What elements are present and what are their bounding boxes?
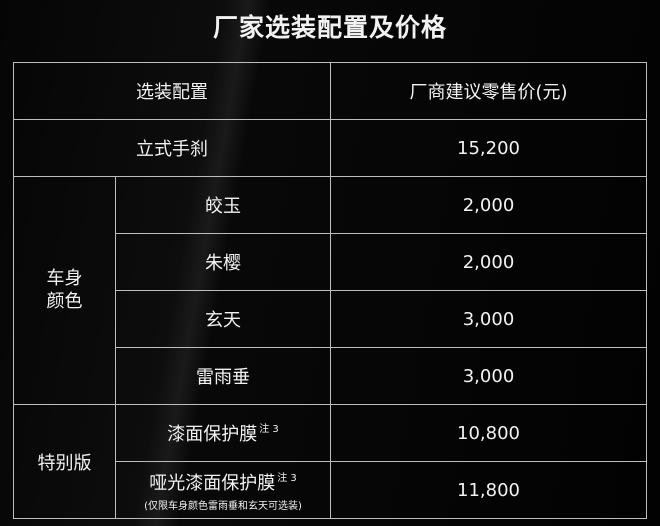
table-row: 朱樱 2,000 (14, 233, 647, 291)
option-label: 雷雨垂 (115, 347, 331, 405)
footnote-ref: 注 3 (259, 424, 279, 435)
table-row: 雷雨垂 3,000 (14, 347, 647, 405)
option-label: 立式手刹 (13, 119, 331, 177)
table-row: 玄天 3,000 (14, 290, 647, 348)
option-label: 哑光漆面保护膜 (149, 472, 276, 494)
table-header-row: 选装配置 厂商建议零售价(元) (13, 62, 647, 120)
option-price: 3,000 (330, 290, 647, 348)
option-label: 皎玉 (115, 176, 331, 234)
option-price: 2,000 (330, 176, 647, 234)
option-price: 3,000 (330, 347, 647, 405)
option-price: 10,800 (330, 404, 647, 462)
option-price: 15,200 (330, 119, 647, 177)
options-price-table: 选装配置 厂商建议零售价(元) 立式手刹 15,200 车身 颜色 皎玉 2,0… (13, 62, 647, 519)
header-price: 厂商建议零售价(元) (330, 62, 647, 120)
option-cell: 哑光漆面保护膜注 3 (仅限车身颜色雷雨垂和玄天可选装) (115, 461, 331, 519)
option-label: 玄天 (115, 290, 331, 348)
header-option: 选装配置 (13, 62, 331, 120)
page-title: 厂家选装配置及价格 (212, 13, 447, 42)
option-cell: 漆面保护膜注 3 (115, 404, 331, 462)
table-row: 立式手刹 15,200 (13, 119, 647, 177)
table-row: 哑光漆面保护膜注 3 (仅限车身颜色雷雨垂和玄天可选装) 11,800 (14, 461, 647, 519)
table-row: 车身 颜色 皎玉 2,000 (13, 176, 647, 405)
group-special: 特别版 (13, 404, 116, 519)
footnote-ref: 注 3 (277, 472, 297, 484)
option-note: (仅限车身颜色雷雨垂和玄天可选装) (144, 500, 302, 512)
option-price: 11,800 (330, 461, 647, 519)
option-label: 朱樱 (115, 233, 331, 291)
group-label: 车身 颜色 (46, 268, 83, 312)
option-label: 漆面保护膜 (167, 424, 258, 445)
group-body-color: 车身 颜色 (13, 176, 116, 405)
option-price: 2,000 (330, 233, 647, 291)
table-row: 特别版 漆面保护膜注 3 10,800 (13, 404, 647, 519)
